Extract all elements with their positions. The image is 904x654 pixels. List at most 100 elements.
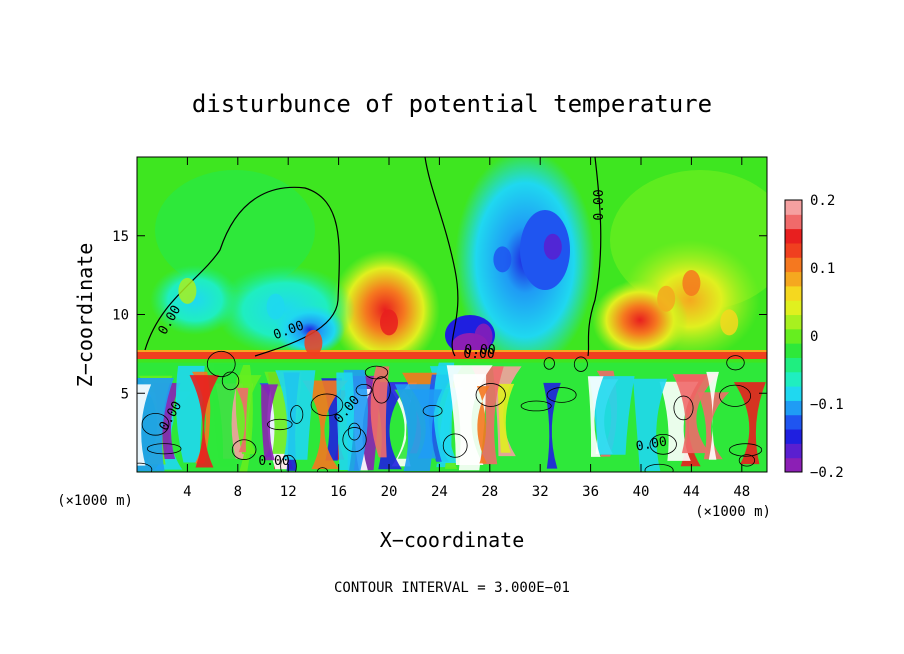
contour-ring [310, 393, 344, 417]
contour-ring [726, 355, 745, 371]
turbulent-cell [733, 382, 766, 465]
turbulent-cell [706, 371, 719, 460]
contour-lines [144, 157, 602, 357]
contour-label: 0.00 [464, 343, 495, 358]
x-tick-label: 8 [234, 484, 242, 500]
y-tick-label: 5 [121, 386, 129, 402]
contour-ring [280, 454, 297, 472]
x-tick-label: 12 [280, 484, 297, 500]
turbulent-cell [471, 366, 504, 465]
warm-anomaly [330, 250, 440, 357]
lower-layer [137, 350, 767, 472]
contour-ring [644, 463, 674, 472]
turbulent-cell [589, 376, 635, 455]
x-tick-label: 16 [330, 484, 347, 500]
anomaly-core [657, 285, 676, 312]
contour-label: 0.00 [463, 347, 494, 362]
colorbar-segment [785, 300, 802, 316]
x-tick-label: 48 [733, 484, 750, 500]
colorbar-tick-label: 0.2 [810, 193, 835, 209]
turbulent-cell [497, 383, 515, 453]
turbulent-cell [137, 378, 174, 472]
colorbar-segment [785, 457, 802, 473]
contour-interval-note: CONTOUR INTERVAL = 3.000E−01 [334, 580, 570, 596]
anomaly-core [266, 293, 285, 320]
contour-ring [719, 384, 752, 407]
contour-ring [347, 422, 361, 441]
turbulent-cell [411, 389, 443, 459]
colorbar-segment [785, 443, 802, 459]
contour-ring [146, 443, 182, 455]
contour-label: 0.00 [592, 189, 607, 220]
colorbar-segment [785, 271, 802, 287]
colorbar-segment [785, 429, 802, 444]
turbulent-cell [275, 370, 316, 460]
contour-ring [475, 383, 506, 407]
turbulent-cell [302, 380, 349, 470]
contour-ring [573, 356, 588, 372]
contour-ring [372, 376, 391, 404]
turbulent-cell [659, 381, 699, 461]
colorbar-segment [785, 357, 802, 373]
colorbar-tick-label: 0.1 [810, 261, 835, 277]
contour-ring [422, 404, 443, 417]
contour-ring [355, 383, 373, 397]
colorbar: −0.2 −0.1 0 0.1 0.2 [784, 193, 844, 481]
contour-field [137, 157, 767, 472]
contour-ring [543, 357, 555, 370]
colorbar-frame [784, 199, 803, 473]
tropopause-band [137, 350, 767, 352]
colorbar-segment [785, 371, 802, 387]
turbulent-cell [672, 374, 719, 454]
colorbar-segment [785, 414, 802, 430]
x-axis: 4 8 12 16 20 24 28 32 36 40 44 48 [183, 157, 750, 500]
turbulent-cell [336, 372, 355, 470]
contour-ring [137, 462, 153, 472]
chart-title: disturbunce of potential temperature [192, 90, 712, 118]
colorbar-segment [785, 257, 802, 273]
contour-line [587, 157, 602, 357]
turbulent-cell [370, 366, 390, 458]
colorbar-segment [785, 242, 802, 258]
contour-ring [738, 454, 756, 467]
contour-ring [673, 395, 694, 421]
y-tick-label: 15 [112, 229, 129, 245]
contour-label: 0.00 [635, 434, 668, 454]
neutral-band [155, 170, 315, 290]
x-tick-label: 36 [582, 484, 599, 500]
colorbar-segment [785, 228, 802, 244]
x-tick-label: 28 [481, 484, 498, 500]
colorbar-segment [785, 400, 802, 416]
contour-ring [290, 405, 304, 424]
x-tick-label: 24 [431, 484, 448, 500]
cyan-patch [150, 265, 240, 335]
x-axis-label: X−coordinate [380, 528, 525, 552]
colorbar-segment [785, 314, 802, 330]
turbulent-cell [543, 382, 561, 469]
turbulent-cell [587, 376, 604, 457]
turbulent-cell [213, 364, 244, 467]
anomaly-core [493, 246, 512, 273]
colorbar-segment [785, 285, 802, 301]
anomaly-core [474, 323, 493, 350]
turbulent-cell [236, 387, 249, 453]
contour-ring [342, 427, 367, 453]
y-axis: 5 10 15 [112, 229, 767, 402]
contour-ring [729, 443, 763, 457]
x-tick-label: 40 [633, 484, 650, 500]
colorbar-segment [785, 386, 802, 401]
turbulent-cell [137, 384, 152, 466]
contour-ring [649, 433, 677, 455]
x-tick-label: 44 [683, 484, 700, 500]
contour-ring [221, 371, 240, 391]
colorbar-segment [785, 214, 802, 230]
colorbar-tick-label: −0.1 [810, 397, 844, 413]
anomaly-core [178, 277, 197, 304]
y-tick-label: 10 [112, 308, 129, 324]
contour-ring [546, 387, 577, 403]
x-unit-left: (×1000 m) [57, 493, 133, 509]
contour-ring [267, 418, 293, 431]
tropopause-band [137, 352, 767, 359]
colorbar-segment [785, 200, 802, 215]
